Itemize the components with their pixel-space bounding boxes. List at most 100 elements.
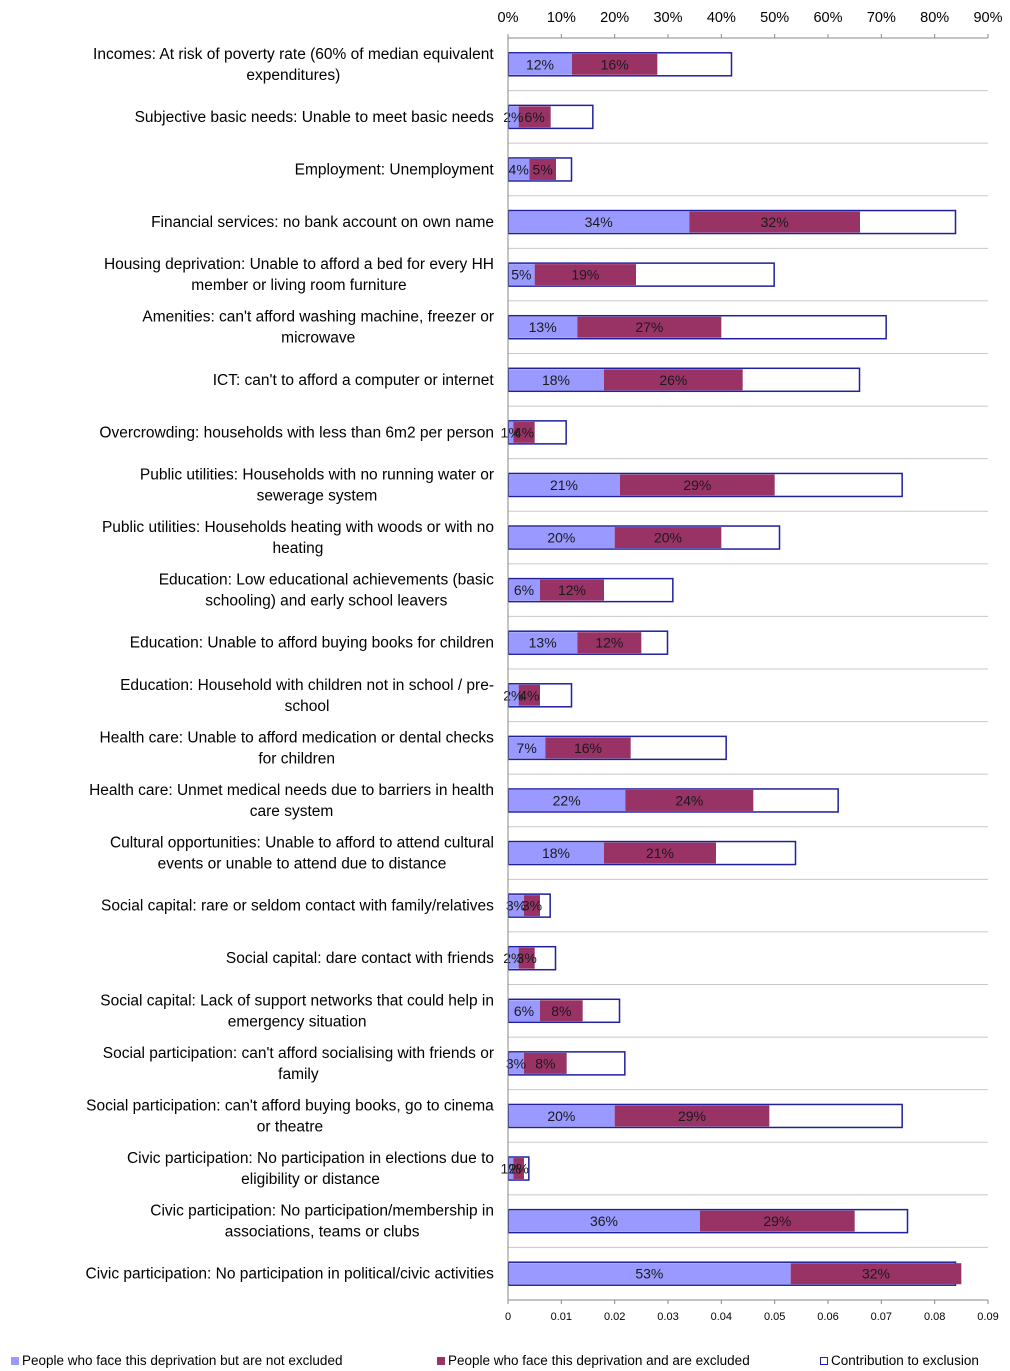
excluded-bar — [513, 421, 535, 443]
bottom-tick-label: 0.03 — [657, 1311, 678, 1323]
category-label: Social capital: dare contact with friend… — [226, 950, 494, 967]
not-excluded-data-label: 5% — [511, 267, 531, 283]
category-label-line: or theatre — [257, 1118, 323, 1135]
excluded-data-label: 16% — [601, 56, 629, 72]
bottom-tick-label: 0.01 — [551, 1311, 572, 1323]
not-excluded-data-label: 18% — [542, 845, 570, 861]
not-excluded-data-label: 4% — [509, 161, 529, 177]
not-excluded-data-label: 18% — [542, 372, 570, 388]
not-excluded-data-label: 13% — [529, 635, 557, 651]
not-excluded-bar — [509, 369, 604, 391]
not-excluded-bar — [509, 1158, 514, 1180]
legend-item-not-excluded: People who face this deprivation but are… — [11, 1353, 342, 1368]
category-label-line: Amenities: can't afford washing machine,… — [142, 309, 494, 326]
excluded-bar — [577, 632, 642, 654]
not-excluded-bar — [509, 158, 530, 180]
category-label: Social capital: rare or seldom contact w… — [101, 898, 494, 915]
not-excluded-bar — [509, 842, 604, 864]
category-label-line: school — [285, 698, 330, 715]
bottom-tick-label: 0.06 — [817, 1311, 838, 1323]
top-tick-label: 30% — [653, 10, 682, 26]
bottom-tick-label: 0.04 — [711, 1311, 732, 1323]
excluded-bar — [614, 1105, 770, 1127]
category-label-line: Social capital: dare contact with friend… — [226, 950, 494, 967]
category-label-line: associations, teams or clubs — [225, 1224, 420, 1241]
excluded-bar — [513, 1158, 524, 1180]
category-label-line: Health care: Unmet medical needs due to … — [89, 782, 494, 799]
legend-item-contribution: Contribution to exclusion — [820, 1353, 979, 1368]
chart-legend: People who face this deprivation but are… — [0, 1352, 1010, 1371]
category-label-line: schooling) and early school leavers — [205, 593, 447, 610]
excluded-data-label: 3% — [517, 950, 537, 966]
category-label: Amenities: can't afford washing machine,… — [142, 309, 494, 347]
excluded-data-label: 4% — [519, 687, 539, 703]
not-excluded-data-label: 1% — [501, 424, 521, 440]
category-label-line: Education: Unable to afford buying books… — [130, 635, 494, 652]
excluded-data-label: 29% — [683, 477, 711, 493]
not-excluded-bar — [509, 474, 620, 496]
category-label-line: member or living room furniture — [191, 277, 406, 294]
category-label-line: Overcrowding: households with less than … — [99, 424, 494, 441]
excluded-data-label: 20% — [654, 530, 682, 546]
not-excluded-data-label: 20% — [547, 530, 575, 546]
excluded-data-label: 3% — [522, 898, 542, 914]
category-label: ICT: can't to afford a computer or inter… — [213, 372, 495, 389]
not-excluded-bar — [509, 1263, 791, 1285]
category-label-line: Public utilities: Households with no run… — [140, 466, 494, 483]
category-label-line: Civic participation: No participation/me… — [150, 1203, 494, 1220]
not-excluded-bar — [509, 684, 519, 706]
not-excluded-bar — [509, 1105, 615, 1127]
category-label: Health care: Unable to afford medication… — [100, 729, 495, 767]
not-excluded-data-label: 6% — [514, 582, 534, 598]
bottom-tick-label: 0.07 — [871, 1311, 892, 1323]
category-label: Civic participation: No participation/me… — [150, 1203, 494, 1241]
top-tick-label: 50% — [760, 10, 789, 26]
category-label: Education: Unable to afford buying books… — [130, 635, 494, 652]
not-excluded-bar — [509, 947, 519, 969]
excluded-bar — [524, 1052, 567, 1074]
excluded-bar — [620, 474, 775, 496]
excluded-bar — [700, 1210, 855, 1232]
excluded-data-label: 8% — [551, 1003, 571, 1019]
not-excluded-bar — [509, 789, 626, 811]
excluded-data-label: 6% — [525, 109, 545, 125]
category-label: Education: Low educational achievements … — [159, 572, 494, 610]
category-label-line: care system — [250, 803, 334, 820]
category-label-line: Public utilities: Households heating wit… — [102, 519, 494, 536]
category-label-line: heating — [273, 540, 324, 557]
category-label-line: Education: Household with children not i… — [120, 677, 494, 694]
category-label: Public utilities: Households heating wit… — [102, 519, 494, 557]
excluded-data-label: 8% — [535, 1055, 555, 1071]
category-label-line: Civic participation: No participation in… — [86, 1266, 495, 1283]
excluded-data-label: 12% — [595, 635, 623, 651]
category-label: Overcrowding: households with less than … — [99, 424, 494, 441]
excluded-data-label: 2% — [509, 1161, 529, 1177]
excluded-bar — [689, 211, 860, 233]
not-excluded-data-label: 13% — [529, 319, 557, 335]
excluded-bar — [518, 947, 535, 969]
not-excluded-bar — [509, 632, 578, 654]
not-excluded-data-label: 34% — [585, 214, 613, 230]
top-tick-label: 40% — [707, 10, 736, 26]
not-excluded-bar — [509, 106, 519, 128]
not-excluded-bar — [509, 1210, 700, 1232]
excluded-bar — [790, 1263, 962, 1285]
category-label-line: Civic participation: No participation in… — [127, 1150, 494, 1167]
excluded-bar — [545, 737, 631, 759]
bottom-tick-label: 0 — [505, 1311, 511, 1323]
legend-swatch-not-excluded — [11, 1356, 19, 1365]
category-label-line: Employment: Unemployment — [295, 161, 495, 178]
category-label: Financial services: no bank account on o… — [151, 214, 494, 231]
category-label-line: expenditures) — [246, 67, 340, 84]
excluded-bar — [604, 842, 716, 864]
category-label-line: Incomes: At risk of poverty rate (60% of… — [93, 46, 494, 63]
legend-label-excluded: People who face this deprivation and are… — [448, 1353, 750, 1368]
excluded-bar — [518, 684, 540, 706]
excluded-bar — [577, 316, 722, 338]
category-label-line: eligibility or distance — [241, 1171, 380, 1188]
not-excluded-bar — [509, 1052, 524, 1074]
not-excluded-data-label: 6% — [514, 1003, 534, 1019]
bottom-tick-label: 0.08 — [924, 1311, 945, 1323]
excluded-bar — [572, 53, 658, 75]
